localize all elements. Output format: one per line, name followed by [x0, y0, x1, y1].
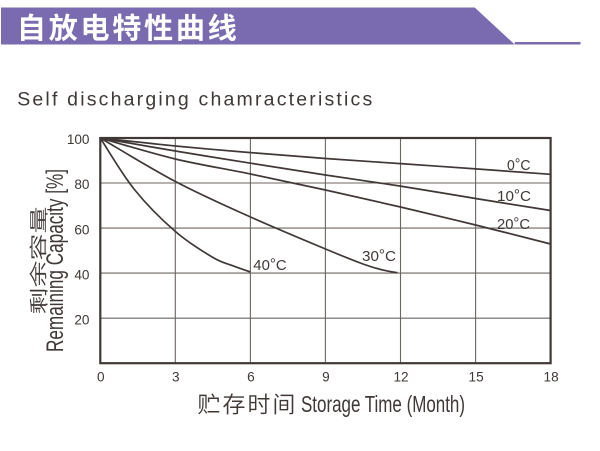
svg-text:80: 80: [74, 177, 90, 192]
svg-text:40°C: 40°C: [253, 256, 286, 274]
svg-text:12: 12: [393, 370, 408, 385]
svg-text:Self discharging chamracterist: Self discharging chamracteristics: [17, 89, 372, 111]
svg-text:Storage Time (Month): Storage Time (Month): [301, 391, 465, 417]
svg-text:18: 18: [544, 370, 559, 385]
svg-text:100: 100: [67, 132, 90, 147]
svg-text:3: 3: [172, 370, 180, 385]
svg-text:20°C: 20°C: [497, 215, 530, 233]
svg-text:60: 60: [74, 222, 90, 237]
svg-text:10°C: 10°C: [497, 187, 531, 205]
svg-text:6: 6: [247, 370, 255, 385]
svg-text:0: 0: [97, 370, 105, 385]
svg-text:40: 40: [74, 267, 90, 282]
svg-text:Remaining Capacity [%]: Remaining Capacity [%]: [42, 169, 69, 352]
svg-text:30°C: 30°C: [362, 247, 396, 265]
svg-text:0°C: 0°C: [507, 156, 531, 174]
svg-text:15: 15: [469, 370, 484, 385]
svg-text:9: 9: [322, 370, 330, 385]
svg-text:20: 20: [74, 312, 90, 327]
